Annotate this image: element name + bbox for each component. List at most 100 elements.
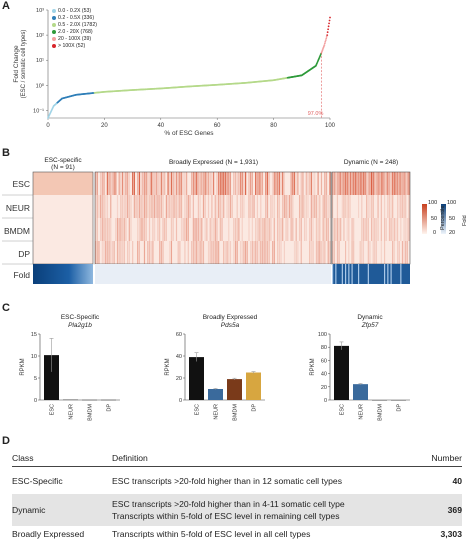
heatmap-cell	[184, 195, 186, 218]
heatmap-cell	[245, 241, 247, 264]
heatmap-cell	[343, 172, 345, 195]
heatmap-cell	[377, 218, 379, 241]
heatmap-cell	[116, 218, 119, 241]
heatmap-cell	[302, 195, 304, 218]
heatmap-cell	[157, 218, 159, 241]
heatmap-cell	[273, 172, 275, 195]
data-point	[327, 28, 330, 31]
heatmap-cell	[295, 218, 297, 241]
heatmap-cell	[260, 241, 262, 264]
heatmap-cell	[132, 172, 134, 195]
heatmap-cell	[202, 195, 205, 218]
heatmap-cell	[297, 172, 299, 195]
heatmap-cell	[192, 218, 194, 241]
heatmap-cell	[123, 241, 125, 264]
heatmap-cell	[128, 172, 130, 195]
heatmap-cell	[130, 195, 132, 218]
row-number: 3,303	[440, 529, 462, 539]
bar-category-label: BMDM	[233, 404, 239, 421]
heatmap-cell	[305, 172, 307, 195]
heatmap-cell	[137, 241, 139, 264]
heatmap-cell	[307, 195, 309, 218]
heatmap-cell	[140, 195, 142, 218]
heatmap-cell	[312, 172, 314, 195]
heatmap-cell	[180, 218, 183, 241]
bar-y-tick-label: 10	[31, 354, 37, 360]
heatmap-cell	[351, 218, 353, 241]
heatmap-cell	[261, 218, 264, 241]
heatmap-cell	[297, 241, 299, 264]
bar-y-tick-label: 60	[321, 358, 327, 364]
heatmap-cell	[197, 195, 200, 218]
heatmap-cell	[95, 218, 97, 241]
heatmap-cell	[258, 241, 260, 264]
heatmap-cell	[175, 195, 178, 218]
heatmap-cell	[170, 241, 173, 264]
heatmap-cell	[379, 172, 381, 195]
heatmap-cell	[213, 218, 215, 241]
heatmap-cell	[155, 195, 157, 218]
heatmap-cell	[174, 195, 176, 218]
heatmap-cell	[309, 241, 311, 264]
legend-label: 0.2 - 0.5X (336)	[58, 15, 95, 21]
heatmap-cell	[229, 195, 232, 218]
legend-swatch	[52, 44, 56, 48]
heatmap-cell	[177, 195, 179, 218]
heatmap-cell	[239, 172, 242, 195]
fold-cell	[358, 264, 360, 284]
legend-swatch	[52, 37, 56, 41]
data-point	[324, 39, 327, 42]
heatmap-cell	[366, 195, 368, 218]
bar	[82, 399, 97, 401]
heatmap-cell	[348, 218, 350, 241]
heatmap-cell	[111, 241, 114, 264]
heatmap-cell	[397, 195, 399, 218]
heatmap-cell	[196, 218, 198, 241]
heatmap-cell	[214, 218, 216, 241]
heatmap-cell	[349, 172, 352, 195]
heatmap-cell	[322, 195, 324, 218]
class-definition-table: Class Definition Number ESC-Specific ESC…	[12, 450, 462, 542]
fold-cell	[335, 264, 337, 284]
heatmap-cell	[197, 218, 200, 241]
heatmap-cell	[346, 172, 348, 195]
heatmap-cell	[273, 218, 275, 241]
heatmap-cell	[219, 218, 221, 241]
heatmap-cell	[228, 172, 230, 195]
heatmap-cell	[268, 218, 270, 241]
row-number: 40	[452, 475, 462, 486]
heatmap-cell	[164, 172, 166, 195]
heatmap-cell	[229, 172, 232, 195]
heatmap-cell	[239, 195, 242, 218]
heatmap-cell-bg	[33, 218, 93, 241]
heatmap-cell	[202, 172, 205, 195]
heatmap-cell	[382, 172, 384, 195]
heatmap-cell	[170, 195, 173, 218]
heatmap-cell	[106, 172, 108, 195]
bar	[189, 357, 204, 400]
heatmap-cell	[380, 241, 382, 264]
heatmap-cell	[364, 218, 366, 241]
heatmap-cell	[361, 195, 363, 218]
heatmap-cell	[372, 241, 374, 264]
heatmap-cell	[282, 218, 284, 241]
heatmap-cell	[300, 172, 302, 195]
heatmap-cell	[179, 195, 181, 218]
heatmap-cell	[243, 195, 245, 218]
heatmap-cell	[305, 195, 307, 218]
heatmap-cell	[115, 172, 117, 195]
heatmap-cell	[261, 241, 264, 264]
heatmap-cell	[395, 218, 397, 241]
heatmap-cell	[275, 172, 277, 195]
heatmap-cell	[138, 195, 141, 218]
heatmap-cell	[174, 172, 176, 195]
heatmap-cell	[327, 218, 329, 241]
heatmap-cell	[95, 241, 97, 264]
heatmap-cell	[272, 195, 274, 218]
heatmap-cell	[172, 172, 174, 195]
heatmap-cell	[314, 172, 316, 195]
heatmap-cell	[150, 241, 152, 264]
heatmap-cell	[327, 241, 329, 264]
heatmap-cell	[398, 172, 400, 195]
heatmap-cell	[184, 241, 186, 264]
